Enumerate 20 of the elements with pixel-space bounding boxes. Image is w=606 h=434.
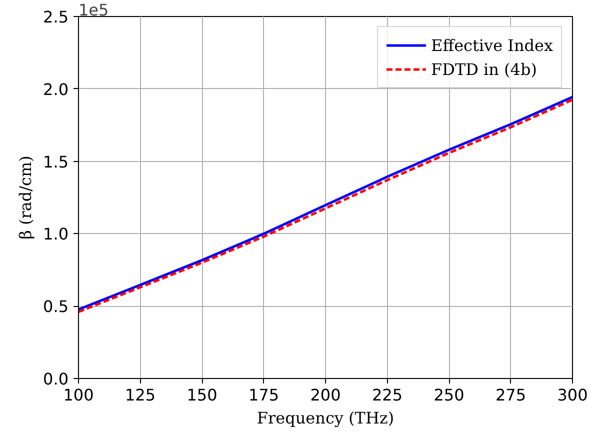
x-tick-label: 275 (495, 386, 526, 404)
y-tick-label: 0.5 (43, 297, 69, 316)
y-tick-label: 2.0 (43, 80, 69, 99)
y-axis-title: β (rad/cm) (16, 156, 36, 240)
y-tick-label: 1.5 (43, 152, 69, 172)
legend-label: Effective Index (431, 36, 553, 54)
x-tick-label: 150 (186, 386, 218, 404)
x-tick-label: 100 (63, 386, 94, 404)
x-tick-label: 200 (310, 386, 341, 404)
y-tick-label: 1.0 (43, 224, 69, 244)
x-axis-title: Frequency (THz) (256, 408, 394, 428)
x-tick-label: 250 (434, 386, 464, 404)
legend-label: FDTD in (4b) (431, 60, 537, 78)
x-tick-label: 300 (557, 386, 588, 404)
annotation: 1e5 (78, 0, 109, 20)
y-tick-label: 2.5 (43, 8, 69, 26)
x-tick-label: 175 (248, 386, 280, 404)
x-tick-label: 125 (124, 386, 156, 404)
x-tick-label: 225 (372, 386, 403, 404)
y-tick-label: 0.0 (43, 370, 69, 388)
